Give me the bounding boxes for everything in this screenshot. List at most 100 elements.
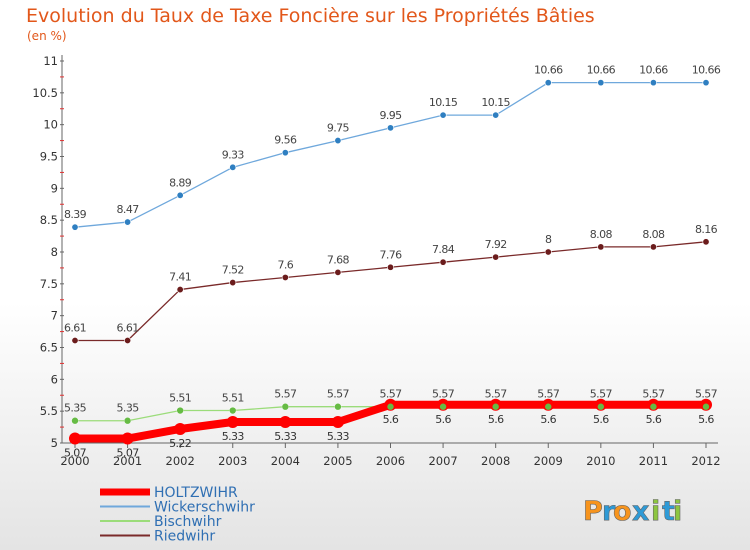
data-label: 7.6 bbox=[277, 258, 293, 271]
data-point bbox=[226, 415, 239, 428]
data-label: 5.6 bbox=[435, 413, 451, 426]
y-tick-label: 8 bbox=[51, 245, 58, 259]
data-label: 7.68 bbox=[327, 253, 350, 266]
data-point bbox=[650, 403, 657, 410]
data-point bbox=[174, 422, 187, 435]
legend-label: Wickerschwihr bbox=[154, 500, 255, 516]
y-tick-label: 6.5 bbox=[40, 341, 58, 355]
data-point bbox=[702, 79, 710, 87]
y-tick-label: 7.5 bbox=[40, 277, 58, 291]
data-label: 6.61 bbox=[64, 321, 86, 334]
data-label: 5.57 bbox=[327, 388, 350, 401]
data-point bbox=[386, 124, 394, 132]
axes: 5 5.5 6 6.5 7 7.5 8 8.5 9 9.5 10 10.5 11 2000 2001 2002… bbox=[32, 54, 720, 468]
chart-title: Evolution du Taux de Taxe Foncière sur l… bbox=[26, 5, 595, 27]
data-point bbox=[124, 218, 132, 226]
data-point bbox=[544, 248, 552, 256]
data-point bbox=[279, 415, 292, 428]
data-label: 6.61 bbox=[117, 321, 139, 334]
series-line-wickerschwihr bbox=[74, 81, 706, 228]
y-tick-label: 10.5 bbox=[32, 86, 58, 100]
data-point bbox=[176, 286, 184, 294]
data-label: 5.07 bbox=[117, 447, 140, 460]
y-tick-label: 5 bbox=[51, 436, 58, 450]
data-label: 5.57 bbox=[695, 388, 718, 401]
data-label: 5.57 bbox=[485, 388, 508, 401]
data-point bbox=[124, 336, 132, 344]
data-label: 9.95 bbox=[379, 109, 402, 122]
data-point bbox=[334, 268, 342, 276]
x-tick-label: 2005 bbox=[323, 454, 352, 468]
data-point bbox=[492, 403, 499, 410]
data-label: 8 bbox=[545, 233, 552, 246]
data-label: 9.33 bbox=[222, 148, 245, 161]
data-label: 8.39 bbox=[64, 208, 87, 221]
logo-letter: x bbox=[632, 496, 649, 527]
data-label: 8.89 bbox=[169, 176, 192, 189]
y-tick-label: 9.5 bbox=[40, 150, 58, 164]
data-point bbox=[124, 417, 131, 424]
data-label: 5.6 bbox=[488, 413, 504, 426]
data-label: 5.57 bbox=[432, 388, 455, 401]
data-point bbox=[71, 223, 79, 231]
data-label: 7.84 bbox=[432, 243, 455, 256]
y-tick-label: 8.5 bbox=[40, 213, 58, 227]
data-label: 5.33 bbox=[274, 430, 297, 443]
data-label: 8.16 bbox=[695, 223, 718, 236]
logo-letter: P bbox=[583, 496, 603, 527]
data-label: 10.66 bbox=[587, 64, 616, 77]
legend-label: Riedwihr bbox=[154, 529, 215, 545]
data-point bbox=[229, 407, 236, 414]
x-tick-label: 2001 bbox=[113, 454, 142, 468]
data-label: 7.92 bbox=[485, 238, 507, 251]
data-label: 10.15 bbox=[429, 96, 458, 109]
data-label: 5.57 bbox=[379, 388, 402, 401]
x-tick-label: 2006 bbox=[376, 454, 405, 468]
data-label: 5.07 bbox=[64, 447, 87, 460]
data-point bbox=[492, 111, 500, 119]
data-label: 5.51 bbox=[169, 392, 191, 405]
data-label: 5.6 bbox=[646, 413, 662, 426]
x-tick-label: 2012 bbox=[691, 454, 720, 468]
data-label: 10.66 bbox=[534, 64, 563, 77]
x-tick-label: 2004 bbox=[271, 454, 300, 468]
data-point bbox=[544, 79, 552, 87]
x-tick-label: 2011 bbox=[639, 454, 668, 468]
data-point bbox=[597, 403, 605, 410]
data-point bbox=[281, 149, 289, 157]
data-point bbox=[71, 336, 79, 344]
data-point bbox=[492, 253, 500, 261]
data-point bbox=[649, 79, 657, 87]
data-label: 8.08 bbox=[590, 228, 613, 241]
logo-letter: i bbox=[651, 496, 660, 527]
data-label: 9.75 bbox=[327, 122, 350, 135]
data-point bbox=[176, 407, 184, 414]
data-point bbox=[439, 111, 447, 119]
data-label: 7.52 bbox=[222, 264, 244, 277]
y-tick-label: 5.5 bbox=[40, 404, 58, 418]
x-tick-label: 2002 bbox=[166, 454, 195, 468]
series-bischwihr-overlay bbox=[71, 403, 710, 424]
data-point bbox=[334, 137, 342, 145]
data-point bbox=[282, 403, 289, 410]
data-point bbox=[176, 191, 184, 199]
data-point bbox=[702, 403, 710, 410]
data-label: 8.08 bbox=[642, 228, 665, 241]
data-label: 10.66 bbox=[692, 64, 721, 77]
y-tick-label: 10 bbox=[43, 118, 58, 132]
data-label: 10.15 bbox=[481, 96, 510, 109]
data-label: 5.33 bbox=[222, 430, 245, 443]
data-point bbox=[386, 263, 394, 271]
logo-letter: t bbox=[662, 496, 675, 527]
data-label: 5.35 bbox=[64, 402, 87, 415]
data-label: 7.41 bbox=[169, 271, 191, 284]
data-point bbox=[702, 238, 710, 246]
logo-letter: o bbox=[613, 496, 632, 527]
x-tick-label: 2008 bbox=[481, 454, 510, 468]
data-point bbox=[331, 415, 344, 428]
data-label: 8.47 bbox=[117, 203, 140, 216]
y-tick-label: 9 bbox=[51, 181, 58, 195]
